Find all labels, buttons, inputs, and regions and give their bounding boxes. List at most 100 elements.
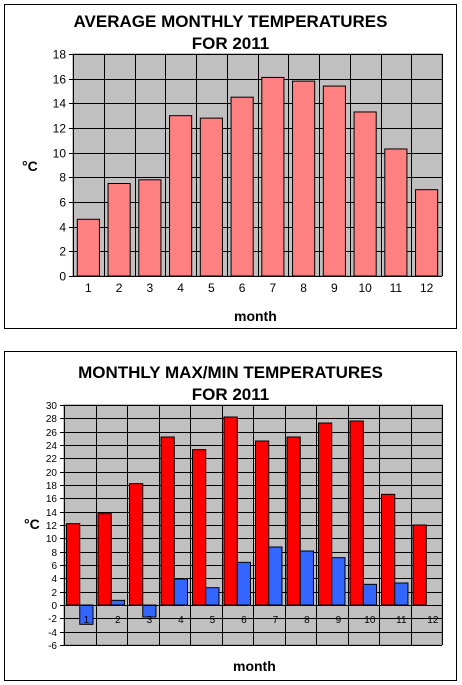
x-tick-label: 9 (336, 615, 342, 626)
y-tick-label: -6 (48, 641, 57, 652)
y-tick-label: 16 (46, 494, 58, 505)
plot-area (72, 53, 443, 277)
y-tick-label: 0 (59, 270, 66, 284)
bar (107, 183, 131, 277)
y-tick-label: 14 (53, 97, 67, 111)
y-tick-label: 6 (59, 196, 66, 210)
y-tick-label: 12 (53, 122, 67, 136)
bar (349, 420, 364, 606)
x-tick-label: 11 (390, 281, 403, 295)
x-tick-label: 9 (331, 281, 338, 295)
bar (318, 422, 333, 606)
y-tick-label: 16 (53, 73, 67, 87)
x-tick-label: 10 (364, 615, 376, 626)
bar (223, 416, 238, 606)
x-tick-label: 11 (396, 615, 407, 626)
bar (160, 436, 175, 606)
x-tick-label: 5 (208, 281, 215, 295)
y-tick-label: 10 (53, 147, 67, 161)
y-tick-label: 4 (51, 574, 57, 585)
x-tick-label: 3 (147, 281, 154, 295)
average-temperature-chart: AVERAGE MONTHLY TEMPERATURES FOR 2011 °C… (4, 4, 457, 329)
y-tick-label: 2 (51, 588, 57, 599)
bar (381, 493, 396, 606)
bar (286, 436, 301, 606)
y-tick-label: 4 (59, 221, 66, 235)
bar (66, 523, 81, 606)
bar (110, 599, 125, 606)
bar (236, 561, 251, 606)
bar (173, 578, 188, 606)
x-tick-label: 3 (147, 615, 153, 626)
y-tick-label: -4 (48, 628, 57, 639)
bar (415, 189, 439, 277)
bar (362, 583, 377, 606)
y-axis-label: °C (24, 516, 40, 532)
bar (331, 557, 346, 606)
x-tick-label: 5 (210, 615, 216, 626)
y-tick-label: 12 (46, 521, 58, 532)
y-tick-label: 10 (46, 534, 58, 545)
x-tick-label: 2 (115, 615, 121, 626)
chart-title-line-2: FOR 2011 (191, 34, 270, 53)
x-tick-label: 7 (270, 281, 277, 295)
bar (412, 524, 427, 606)
y-tick-label: 0 (51, 601, 57, 612)
bar (138, 179, 162, 277)
x-tick-label: 12 (420, 281, 434, 295)
chart-title: AVERAGE MONTHLY TEMPERATURES FOR 2011 (5, 11, 456, 55)
y-tick-label: 2 (59, 245, 66, 259)
x-tick-label: 6 (241, 615, 247, 626)
bar (76, 218, 100, 277)
max-min-temperature-chart: MONTHLY MAX/MIN TEMPERATURES FOR 2011 °C… (4, 351, 457, 681)
bar (205, 587, 220, 606)
bar (169, 115, 193, 277)
x-tick-label: 1 (85, 281, 92, 295)
y-tick-label: -2 (48, 614, 57, 625)
x-tick-label: 4 (178, 615, 184, 626)
bar (255, 440, 270, 606)
bar (268, 546, 283, 606)
y-tick-label: 20 (46, 468, 58, 479)
chart-title-line-2: FOR 2011 (191, 385, 270, 404)
y-tick-label: 18 (53, 48, 67, 62)
x-tick-label: 8 (300, 281, 307, 295)
bar (129, 483, 144, 606)
bar (261, 76, 285, 277)
y-axis-label: °C (22, 158, 38, 174)
y-tick-label: 30 (46, 401, 58, 412)
y-tick-label: 26 (46, 428, 58, 439)
x-tick-label: 6 (239, 281, 246, 295)
x-tick-label: 1 (84, 615, 90, 626)
x-axis-label: month (233, 658, 276, 674)
bar (299, 550, 314, 606)
x-tick-label: 10 (358, 281, 372, 295)
bar (97, 513, 112, 606)
bar (353, 111, 377, 277)
y-tick-label: 6 (51, 561, 57, 572)
bar (384, 148, 408, 277)
bar (322, 85, 346, 277)
y-tick-label: 28 (46, 414, 58, 425)
y-tick-label: 8 (59, 171, 66, 185)
bar (199, 117, 223, 277)
chart-title-line-1: MONTHLY MAX/MIN TEMPERATURES (78, 363, 383, 382)
bar (192, 449, 207, 606)
x-tick-label: 4 (177, 281, 184, 295)
x-tick-label: 8 (304, 615, 310, 626)
bar (394, 582, 409, 606)
y-tick-label: 8 (51, 548, 57, 559)
y-tick-label: 24 (46, 441, 58, 452)
y-tick-label: 18 (46, 481, 58, 492)
x-tick-label: 12 (427, 615, 439, 626)
bar (292, 80, 316, 277)
x-tick-label: 7 (273, 615, 279, 626)
chart-title-line-1: AVERAGE MONTHLY TEMPERATURES (73, 12, 388, 31)
chart-title: MONTHLY MAX/MIN TEMPERATURES FOR 2011 (5, 362, 456, 406)
y-tick-label: 14 (46, 508, 58, 519)
y-tick-label: 22 (46, 454, 58, 465)
x-axis-label: month (234, 308, 277, 324)
bar (230, 96, 254, 277)
